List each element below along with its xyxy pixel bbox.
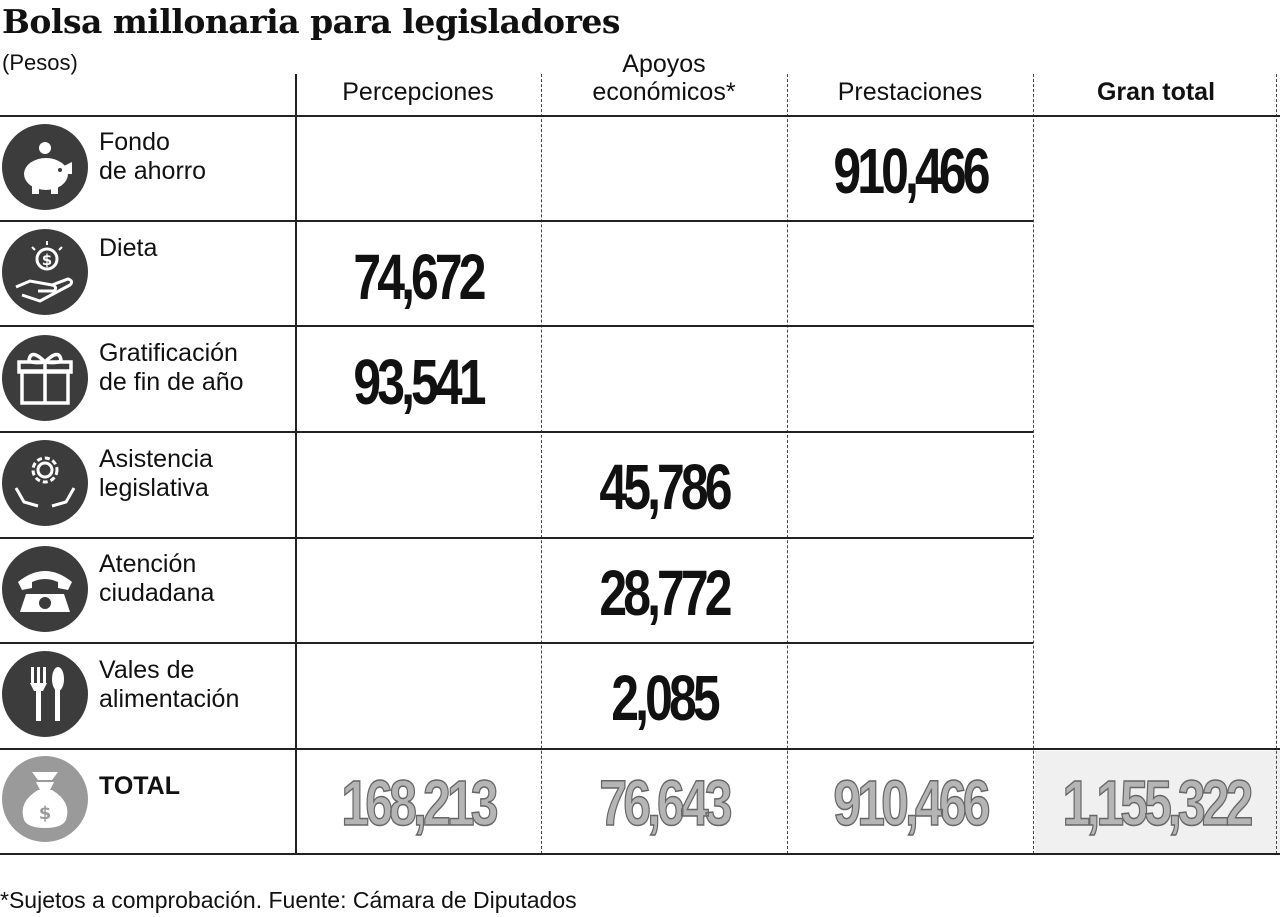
row-label-vales-line1: Vales de xyxy=(99,656,195,684)
hline-r2 xyxy=(0,325,1033,327)
hline-r3 xyxy=(0,431,1033,433)
vline-3 xyxy=(787,74,788,854)
cell-dieta-percepciones: 74,672 xyxy=(353,241,486,313)
total-percepciones: 168,213 xyxy=(341,766,499,840)
footnote: *Sujetos a comprobación. Fuente: Cámara … xyxy=(0,887,577,913)
row-label-asistencia-line2: legislativa xyxy=(99,474,209,502)
vline-5 xyxy=(1276,74,1277,854)
telephone-icon xyxy=(2,546,88,632)
row-label-dieta: Dieta xyxy=(99,234,157,263)
row-label-dieta-line1: Dieta xyxy=(99,234,158,262)
piggy-bank-icon xyxy=(2,124,88,210)
units-label: (Pesos) xyxy=(2,50,78,75)
row-label-vales-line2: alimentación xyxy=(99,685,240,713)
row-label-atencion-line2: ciudadana xyxy=(99,579,215,607)
hline-r5 xyxy=(0,642,1033,644)
cell-vales-apoyos: 2,085 xyxy=(611,662,720,734)
row-label-gratificacion-line2: de fin de año xyxy=(99,368,244,396)
row-label-asistencia: Asistencia legislativa xyxy=(99,445,213,503)
row-label-fondo-ahorro: Fondo de ahorro xyxy=(99,128,206,186)
svg-text:$: $ xyxy=(39,803,52,824)
header-apoyos: Apoyos económicos* xyxy=(542,50,786,112)
header-gran-total: Gran total xyxy=(1034,52,1278,112)
row-label-fondo-line2: de ahorro xyxy=(99,157,207,185)
cell-gratificacion-percepciones: 93,541 xyxy=(353,346,486,418)
grand-total-band xyxy=(1035,751,1280,853)
header-apoyos-line2: económicos* xyxy=(592,78,736,106)
hline-bottom xyxy=(0,853,1280,855)
cell-asistencia-apoyos: 45,786 xyxy=(599,451,732,523)
cell-fondo-prestaciones: 910,466 xyxy=(833,135,990,207)
header-apoyos-text: Apoyos económicos* xyxy=(592,50,735,106)
money-bag-icon: $ xyxy=(2,756,88,842)
row-label-vales: Vales de alimentación xyxy=(99,656,239,714)
header-apoyos-line1: Apoyos xyxy=(622,50,706,78)
total-prestaciones: 910,466 xyxy=(833,766,991,840)
row-label-fondo-line1: Fondo xyxy=(99,128,170,156)
total-apoyos: 76,643 xyxy=(599,766,733,840)
grand-total-value: 1,155,322 xyxy=(1062,766,1254,840)
row-label-gratificacion-line1: Gratificación xyxy=(99,339,238,367)
header-percepciones: Percepciones xyxy=(296,52,540,112)
page-title: Bolsa millonaria para legisladores xyxy=(2,2,621,41)
hline-r4 xyxy=(0,537,1033,539)
hand-coin-icon: $ xyxy=(2,229,88,315)
header-gran-total-text: Gran total xyxy=(1096,78,1216,106)
header-percepciones-text: Percepciones xyxy=(342,78,494,106)
vline-1 xyxy=(295,74,297,854)
header-prestaciones: Prestaciones xyxy=(788,52,1032,112)
vline-2 xyxy=(541,74,542,854)
hline-top xyxy=(0,115,1280,117)
row-label-total: TOTAL xyxy=(99,772,180,801)
fork-spoon-icon xyxy=(2,651,88,737)
gift-icon xyxy=(2,335,88,421)
vline-4 xyxy=(1033,74,1034,854)
svg-text:$: $ xyxy=(42,251,52,269)
hands-gear-icon xyxy=(2,440,88,526)
header-prestaciones-text: Prestaciones xyxy=(837,78,983,106)
row-label-asistencia-line1: Asistencia xyxy=(99,445,213,473)
hline-r1 xyxy=(0,220,1033,222)
row-label-atencion-line1: Atención xyxy=(99,550,197,578)
cell-atencion-apoyos: 28,772 xyxy=(599,557,732,629)
row-label-gratificacion: Gratificación de fin de año xyxy=(99,339,244,397)
hline-r6 xyxy=(0,748,1280,750)
row-label-atencion: Atención ciudadana xyxy=(99,550,214,608)
row-label-total-text: TOTAL xyxy=(99,772,181,800)
